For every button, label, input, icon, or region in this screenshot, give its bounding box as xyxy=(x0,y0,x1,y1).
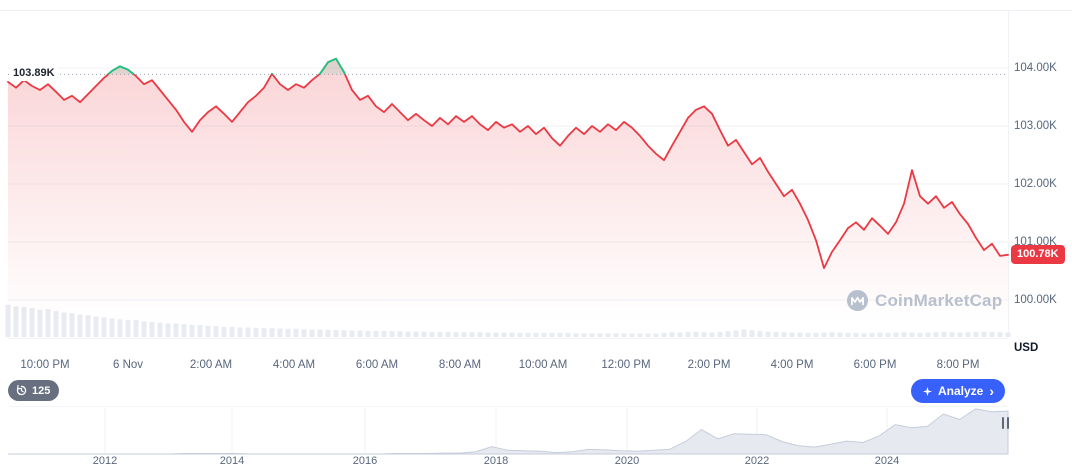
history-count-button[interactable]: 125 xyxy=(8,380,60,401)
x-axis-label: 6 Nov xyxy=(112,359,144,371)
y-axis-label: 100.00K xyxy=(1014,294,1057,306)
x-axis-label: 8:00 AM xyxy=(438,359,482,371)
navigator-year-label: 2018 xyxy=(483,455,509,467)
currency-label: USD xyxy=(1014,342,1039,354)
analyze-label: Analyze xyxy=(937,384,984,398)
price-line xyxy=(7,57,1009,269)
x-axis-label: 12:00 PM xyxy=(601,359,651,371)
analyze-button[interactable]: Analyze › xyxy=(910,379,1005,403)
coinmarketcap-logo-icon xyxy=(846,289,869,312)
navigator-year-label: 2024 xyxy=(874,455,900,467)
y-axis-label: 103.00K xyxy=(1014,120,1057,132)
navigator-year-label: 2022 xyxy=(744,455,770,467)
prev-close-price-label: 103.89K xyxy=(10,66,58,82)
history-icon xyxy=(16,384,27,396)
watermark-text: CoinMarketCap xyxy=(875,290,1003,310)
navigator-year-label: 2020 xyxy=(614,455,640,467)
x-axis-label: 8:00 PM xyxy=(936,359,980,371)
x-axis-label: 10:00 AM xyxy=(518,359,568,371)
y-axis-label: 102.00K xyxy=(1014,178,1057,190)
sparkle-icon xyxy=(922,386,933,396)
watermark: CoinMarketCap xyxy=(846,289,1002,312)
x-axis-label: 6:00 PM xyxy=(853,359,897,371)
navigator-year-label: 2016 xyxy=(352,455,378,467)
x-axis-label: 4:00 PM xyxy=(770,359,814,371)
x-axis-label: 2:00 PM xyxy=(687,359,731,371)
navigator-handle[interactable] xyxy=(997,414,1013,432)
x-axis-label: 4:00 AM xyxy=(272,359,316,371)
last-price-badge: 100.78K xyxy=(1011,244,1065,264)
y-axis-label: 104.00K xyxy=(1014,62,1057,74)
x-axis-label: 2:00 AM xyxy=(189,359,233,371)
x-axis-label: 10:00 PM xyxy=(20,359,70,371)
navigator-year-label: 2012 xyxy=(92,455,118,467)
history-count: 125 xyxy=(32,384,51,397)
price-area xyxy=(8,58,1008,338)
navigator-year-label: 2014 xyxy=(219,455,245,467)
x-axis-label: 6:00 AM xyxy=(355,359,399,371)
chevron-right-icon: › xyxy=(989,383,994,399)
navigator-chart[interactable] xyxy=(8,408,1009,455)
